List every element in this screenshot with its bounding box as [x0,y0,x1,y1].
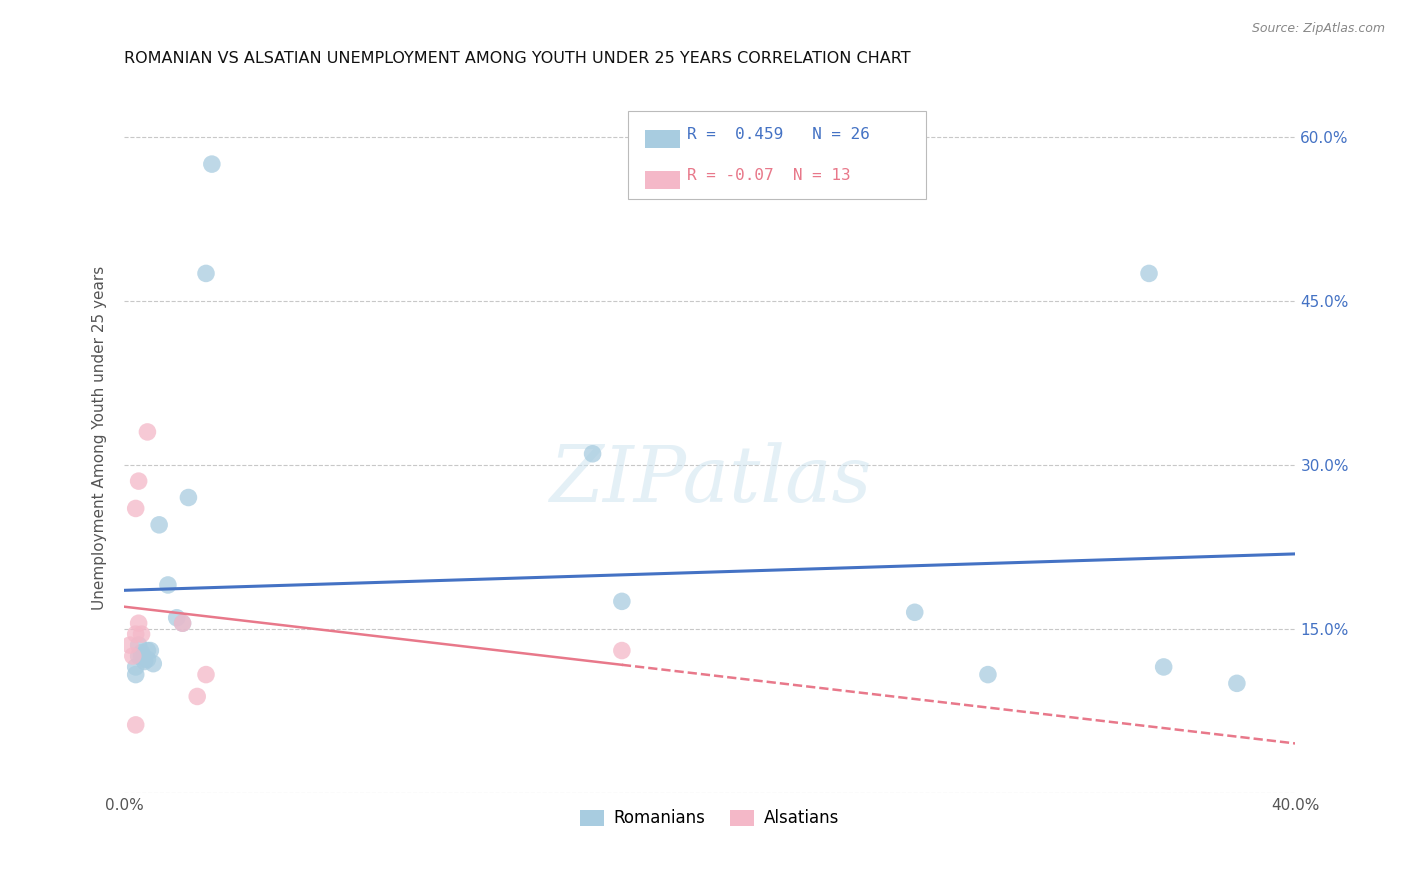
Point [136,652,159,666]
Point [177,491,200,505]
Text: ROMANIAN VS ALSATIAN UNEMPLOYMENT AMONG YOUTH UNDER 25 YEARS CORRELATION CHART: ROMANIAN VS ALSATIAN UNEMPLOYMENT AMONG … [124,51,911,66]
Y-axis label: Unemployment Among Youth under 25 years: Unemployment Among Youth under 25 years [93,265,107,609]
Point [134,652,156,666]
Legend: Romanians, Alsatians: Romanians, Alsatians [574,803,846,834]
Text: Source: ZipAtlas.com: Source: ZipAtlas.com [1251,22,1385,36]
Point [125,660,148,674]
Point [148,517,170,532]
FancyBboxPatch shape [645,130,681,148]
Point [131,648,153,663]
Point [142,657,165,671]
Point [186,690,208,704]
Point [1226,676,1249,690]
Point [581,447,603,461]
Point [610,643,633,657]
Point [125,501,148,516]
Point [172,616,194,631]
Point [139,643,162,657]
Point [118,638,141,652]
FancyBboxPatch shape [645,171,681,189]
Point [195,667,218,681]
Point [125,627,148,641]
Point [128,474,150,488]
Point [131,646,153,660]
Text: R = -0.07  N = 13: R = -0.07 N = 13 [688,168,851,183]
Text: ZIPatlas: ZIPatlas [548,442,870,518]
Point [136,643,159,657]
Point [166,611,188,625]
Point [121,648,143,663]
Point [125,667,148,681]
FancyBboxPatch shape [627,111,927,199]
Point [156,578,179,592]
Text: R =  0.459   N = 26: R = 0.459 N = 26 [688,127,870,142]
Point [134,655,156,669]
Point [128,616,150,631]
Point [125,718,148,732]
Point [610,594,633,608]
Point [201,157,224,171]
Point [128,648,150,663]
Point [1137,267,1160,281]
Point [131,627,153,641]
Point [172,616,194,631]
Point [904,605,927,619]
Point [136,425,159,439]
Point [977,667,1000,681]
Point [195,267,218,281]
Point [128,638,150,652]
Point [1153,660,1175,674]
